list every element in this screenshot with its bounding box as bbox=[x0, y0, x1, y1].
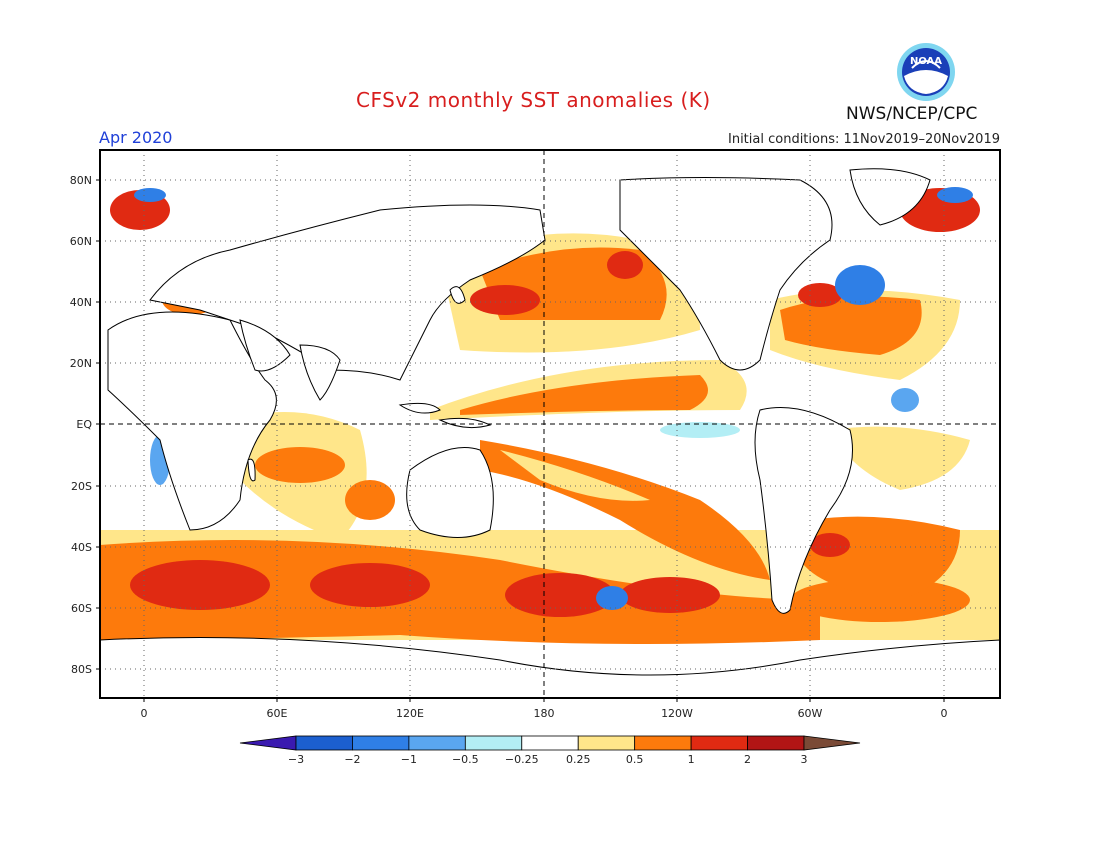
colorbar-label: 1 bbox=[688, 753, 695, 766]
agency-label: NWS/NCEP/CPC bbox=[846, 104, 978, 124]
colorbar-label: −0.5 bbox=[452, 753, 479, 766]
lat-label: 40N bbox=[70, 296, 92, 309]
colorbar-label: 3 bbox=[801, 753, 808, 766]
colorbar-box bbox=[690, 735, 748, 751]
lon-label: 60E bbox=[267, 707, 288, 720]
lat-label: 80N bbox=[70, 174, 92, 187]
lon-label: 120W bbox=[661, 707, 693, 720]
colorbar-box bbox=[634, 735, 692, 751]
lat-label: 80S bbox=[71, 663, 92, 676]
lat-label: 20N bbox=[70, 357, 92, 370]
lon-label: 0 bbox=[941, 707, 948, 720]
logo-text: NOAA bbox=[910, 56, 942, 67]
lat-label: 20S bbox=[71, 480, 92, 493]
graticule bbox=[100, 150, 1000, 698]
colorbar-box bbox=[464, 735, 523, 751]
map-title: CFSv2 monthly SST anomalies (K) bbox=[356, 88, 711, 112]
colorbar-label: −3 bbox=[288, 753, 304, 766]
colorbar-max-arrow bbox=[803, 735, 861, 751]
lon-label: 120E bbox=[396, 707, 424, 720]
noaa-logo: NOAA bbox=[897, 43, 955, 101]
colorbar-label: 0.25 bbox=[566, 753, 591, 766]
lat-label: EQ bbox=[76, 418, 92, 431]
colorbar-label: 0.5 bbox=[626, 753, 644, 766]
colorbar-label: −2 bbox=[344, 753, 360, 766]
colorbar-box bbox=[521, 735, 579, 751]
colorbar-label: −0.25 bbox=[505, 753, 539, 766]
forecast-month: Apr 2020 bbox=[99, 128, 173, 147]
colorbar-min-arrow bbox=[239, 735, 297, 751]
lat-label: 40S bbox=[71, 541, 92, 554]
colorbar-box bbox=[747, 735, 805, 751]
colorbar-label: −1 bbox=[401, 753, 417, 766]
colorbar-box bbox=[577, 735, 636, 751]
longitude-labels: 0 60E 120E 180 120W 60W 0 bbox=[141, 707, 948, 720]
colorbar-box bbox=[352, 735, 410, 751]
initial-conditions: Initial conditions: 11Nov2019–20Nov2019 bbox=[728, 132, 1000, 147]
lon-label: 180 bbox=[534, 707, 555, 720]
colorbar-box bbox=[408, 735, 466, 751]
colorbar: −3 −2 −1 −0.5 −0.25 0.25 0.5 1 2 3 bbox=[239, 735, 861, 766]
lon-label: 0 bbox=[141, 707, 148, 720]
lat-label: 60N bbox=[70, 235, 92, 248]
continents bbox=[100, 168, 1000, 698]
latitude-labels: 80N 60N 40N 20N EQ 20S 40S 60S 80S bbox=[70, 174, 93, 676]
lat-label: 60S bbox=[71, 602, 92, 615]
equator-dateline bbox=[100, 150, 1000, 698]
colorbar-box bbox=[295, 735, 353, 751]
lon-label: 60W bbox=[798, 707, 823, 720]
colorbar-label: 2 bbox=[744, 753, 751, 766]
